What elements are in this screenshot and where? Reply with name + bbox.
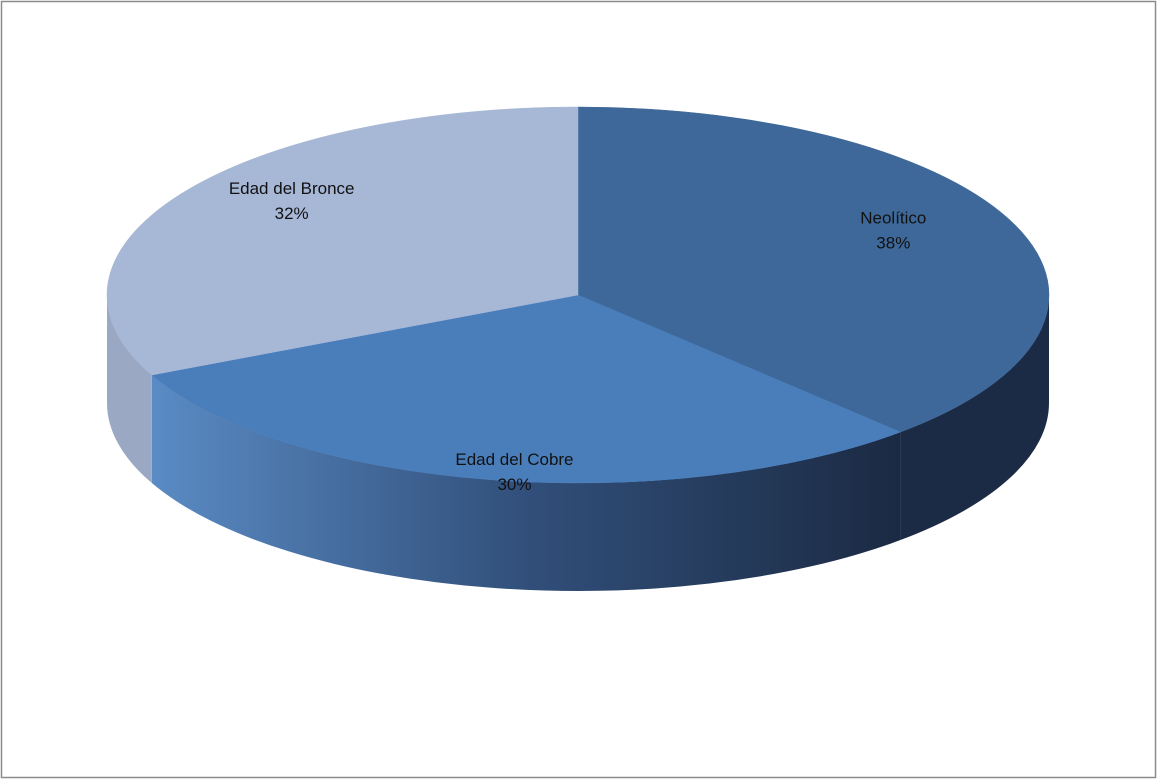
- slice: [106, 106, 579, 376]
- data-label-category: Neolítico: [860, 209, 926, 228]
- data-label-category: Edad del Bronce: [229, 179, 355, 198]
- data-label-value: 38%: [876, 234, 910, 253]
- slice-side: [900, 295, 1049, 541]
- data-label-value: 30%: [497, 475, 531, 494]
- data-label-value: 32%: [275, 204, 309, 223]
- slice-side: [151, 375, 901, 591]
- slice: [151, 294, 902, 484]
- data-label-category: Edad del Cobre: [455, 450, 573, 469]
- slice-side: [107, 295, 152, 484]
- slice: [577, 106, 1050, 433]
